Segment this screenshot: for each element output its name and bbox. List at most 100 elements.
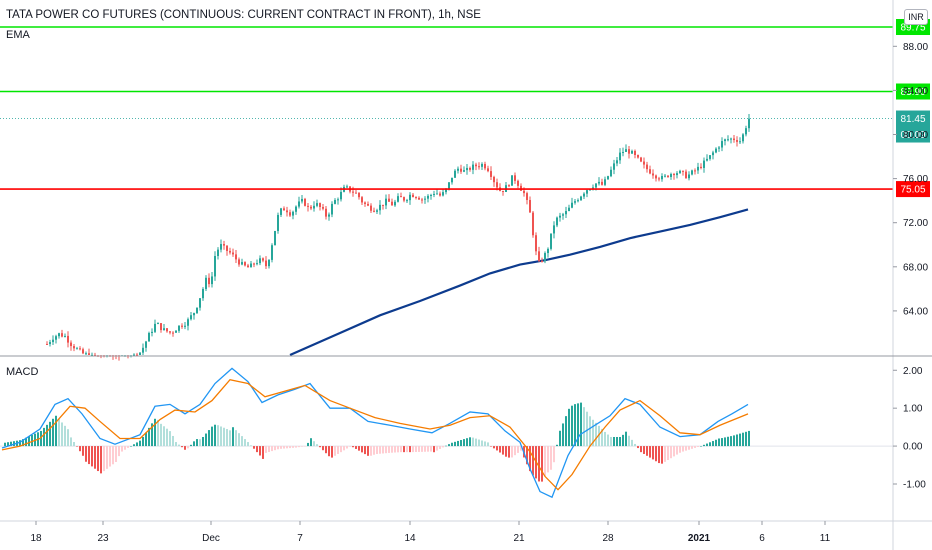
candle-body xyxy=(277,214,279,231)
candle-body xyxy=(676,173,678,176)
macd-histogram-bar xyxy=(436,446,438,451)
macd-histogram-bar xyxy=(301,446,303,447)
macd-label[interactable]: MACD xyxy=(6,366,39,378)
macd-histogram-bar xyxy=(748,430,750,447)
candle xyxy=(454,169,456,178)
candle xyxy=(214,251,216,281)
candle xyxy=(535,232,537,256)
candle-body xyxy=(496,182,498,188)
candle-body xyxy=(646,164,648,170)
candle xyxy=(667,175,669,178)
candle xyxy=(358,192,360,200)
macd-histogram-bar xyxy=(79,446,81,452)
macd-histogram-bar xyxy=(43,427,45,447)
candle xyxy=(238,257,240,267)
macd-histogram-bar xyxy=(502,446,504,455)
macd-histogram-bar xyxy=(232,427,234,447)
macd-histogram-bar xyxy=(163,426,165,447)
candle xyxy=(322,203,324,211)
candle-body xyxy=(703,160,705,168)
macd-histogram-bar xyxy=(346,446,348,449)
candle-body xyxy=(160,323,162,331)
candle-body xyxy=(460,168,462,172)
candle xyxy=(508,184,510,188)
candle-body xyxy=(544,253,546,262)
macd-histogram-bar xyxy=(25,437,27,447)
candle xyxy=(532,210,534,238)
candle-body xyxy=(580,196,582,201)
macd-tick-label: -1.00 xyxy=(903,479,926,490)
macd-histogram-bar xyxy=(694,446,696,448)
candle-body xyxy=(634,150,636,155)
time-tick-label: 14 xyxy=(404,533,416,544)
last-price-tag xyxy=(896,110,930,143)
candle-body xyxy=(727,139,729,141)
candle xyxy=(658,176,660,182)
candle-body xyxy=(199,298,201,308)
candle xyxy=(715,147,717,154)
macd-histogram-bar xyxy=(397,446,399,453)
macd-histogram-bar xyxy=(4,442,6,447)
candle xyxy=(400,192,402,198)
candle xyxy=(304,197,306,207)
candle xyxy=(571,197,573,209)
candle xyxy=(637,154,639,159)
macd-histogram-bar xyxy=(331,446,333,458)
candle-body xyxy=(655,175,657,179)
macd-histogram-bar xyxy=(724,437,726,447)
candle-body xyxy=(202,288,204,299)
candle xyxy=(613,159,615,175)
candle xyxy=(439,191,441,197)
candle-body xyxy=(226,245,228,251)
candle xyxy=(61,329,63,338)
macd-histogram-bar xyxy=(103,446,105,472)
candle-body xyxy=(550,233,552,249)
candle xyxy=(442,188,444,197)
macd-histogram-bar xyxy=(244,439,246,447)
candle-body xyxy=(307,205,309,207)
candle-body xyxy=(85,353,87,355)
macd-histogram-bar xyxy=(499,446,501,453)
candle-body xyxy=(334,200,336,204)
macd-histogram-bar xyxy=(439,446,441,449)
candle xyxy=(289,209,291,217)
macd-tick-label: 0.00 xyxy=(903,442,923,453)
candle xyxy=(49,339,51,347)
time-tick-label: Dec xyxy=(202,533,220,544)
candle xyxy=(580,195,582,201)
candle-body xyxy=(475,164,477,167)
candle xyxy=(616,157,618,167)
candle-body xyxy=(151,331,153,333)
macd-histogram-bar xyxy=(280,446,282,449)
candle xyxy=(547,247,549,258)
candle xyxy=(250,260,252,268)
candle-body xyxy=(517,180,519,186)
time-tick-label: 21 xyxy=(513,533,525,544)
candle xyxy=(208,273,210,288)
candle xyxy=(706,154,708,162)
candle-body xyxy=(211,276,213,285)
candle-body xyxy=(235,254,237,260)
candle-body xyxy=(358,192,360,198)
candle xyxy=(307,202,309,212)
candle-body xyxy=(379,204,381,211)
currency-button[interactable]: INR xyxy=(904,9,928,25)
macd-histogram-bar xyxy=(61,422,63,447)
candle-body xyxy=(325,208,327,217)
macd-histogram-bar xyxy=(370,446,372,456)
macd-histogram-bar xyxy=(106,446,108,469)
macd-histogram-bar xyxy=(412,446,414,453)
candle xyxy=(334,198,336,205)
candle xyxy=(151,328,153,337)
macd-tick-label: 1.00 xyxy=(903,404,923,415)
macd-histogram-bar xyxy=(151,423,153,447)
candle-body xyxy=(217,249,219,257)
candle xyxy=(748,114,750,132)
candle xyxy=(274,230,276,246)
candle-body xyxy=(337,199,339,201)
ema-label[interactable]: EMA xyxy=(6,29,30,41)
candle xyxy=(286,206,288,217)
candle xyxy=(460,164,462,174)
macd-histogram-bar xyxy=(373,446,375,455)
candle xyxy=(688,171,690,181)
